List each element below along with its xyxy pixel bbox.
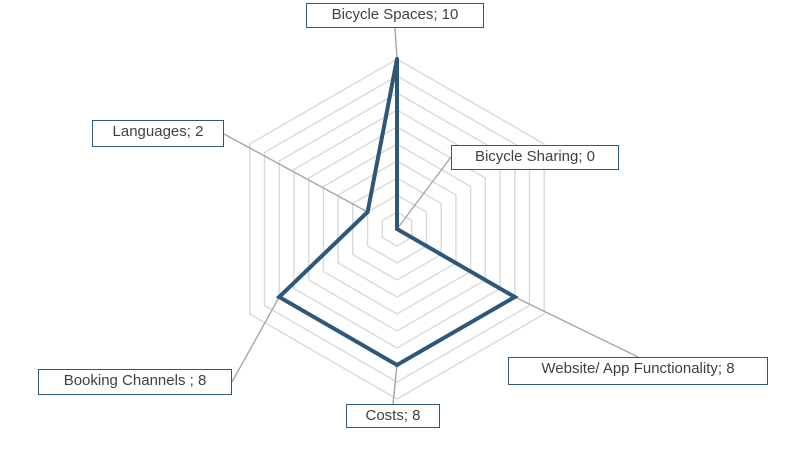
data-point-bicycle-spaces: [395, 57, 399, 61]
leader-line-booking-channels: [231, 296, 280, 383]
data-point-costs: [395, 363, 399, 367]
leader-line-bicycle-spaces: [394, 27, 398, 60]
leader-line-bicycle-sharing: [396, 156, 452, 230]
series-line: [275, 58, 519, 368]
gridline-ring-6: [308, 126, 486, 332]
data-label-bicycle-spaces: Bicycle Spaces; 10: [306, 3, 484, 28]
data-label-languages: Languages; 2: [92, 120, 224, 147]
gridline-ring-4: [337, 160, 457, 298]
leader-line-website-app-functionality: [514, 296, 639, 358]
data-point-booking-channels: [277, 295, 282, 299]
data-point-website-app-functionality: [512, 295, 517, 299]
gridline-ring-1: [381, 211, 413, 247]
data-point-bicycle-sharing: [395, 227, 399, 231]
data-label-website-app-functionality: Website/ App Functionality; 8: [508, 357, 768, 385]
data-point-languages: [365, 210, 370, 214]
gridline-ring-10: [249, 58, 545, 400]
leader-line-costs: [392, 364, 398, 405]
series-layer: [275, 57, 519, 368]
leader-lines: [223, 27, 639, 405]
data-label-booking-channels: Booking Channels ; 8: [38, 369, 232, 395]
gridline-ring-5: [322, 143, 472, 315]
data-label-bicycle-sharing: Bicycle Sharing; 0: [451, 145, 619, 170]
data-label-costs: Costs; 8: [346, 404, 440, 428]
leader-line-languages: [223, 133, 368, 213]
